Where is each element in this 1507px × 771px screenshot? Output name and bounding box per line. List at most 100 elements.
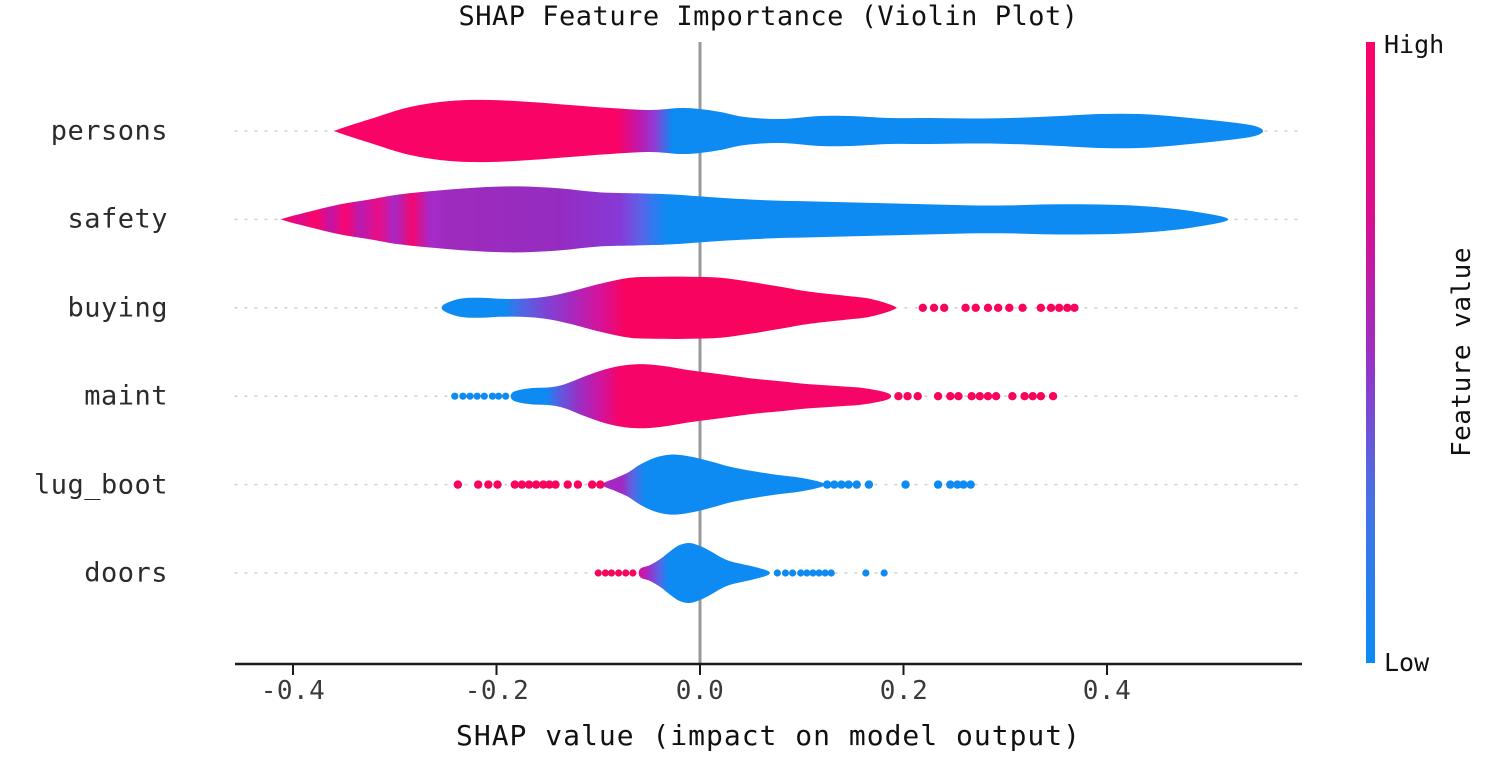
scatter-dot-doors [781, 569, 790, 577]
scatter-dot-doors [788, 569, 797, 577]
scatter-dot-buying [929, 303, 939, 312]
scatter-dot-maint [1020, 392, 1029, 401]
scatter-dot-buying [1005, 303, 1014, 312]
scatter-dot-maint [975, 392, 985, 401]
scatter-dot-buying [1070, 303, 1079, 312]
scatter-dot-lug_boot [551, 480, 560, 489]
scatter-dot-buying [983, 303, 993, 312]
scatter-dot-lug_boot [531, 480, 541, 489]
violin-persons [332, 99, 1264, 163]
scatter-dot-lug_boot [901, 480, 910, 489]
scatter-dot-doors [594, 569, 602, 577]
scatter-dot-lug_boot [545, 480, 554, 489]
violin-buying [441, 276, 897, 339]
scatter-dot-maint [903, 392, 912, 401]
scatter-dot-buying [1018, 303, 1027, 312]
xtick-04: 0.4 [1082, 676, 1132, 706]
scatter-dot-lug_boot [844, 480, 853, 489]
xtick-02: 0.2 [879, 676, 929, 706]
scatter-dot-doors [797, 569, 805, 577]
xtick-neg02: -0.2 [464, 676, 530, 706]
scatter-dot-maint [1028, 392, 1037, 401]
scatter-dot-lug_boot [587, 480, 597, 489]
scatter-dot-maint [991, 392, 1001, 401]
scatter-dot-maint [954, 392, 963, 401]
scatter-dot-doors [615, 569, 623, 577]
colorbar-gradient [1366, 42, 1375, 663]
scatter-dot-doors [815, 569, 823, 577]
colorbar-title: Feature value [1447, 247, 1477, 457]
scatter-dot-lug_boot [517, 480, 527, 489]
scatter-dot-lug_boot [524, 480, 534, 489]
scatter-dot-maint [466, 392, 474, 400]
scatter-dot-lug_boot [563, 480, 572, 489]
feature-label-maint: maint [84, 380, 168, 412]
scatter-dot-buying [1036, 303, 1046, 312]
scatter-dot-lug_boot [484, 480, 493, 489]
scatter-dot-maint [473, 392, 481, 400]
scatter-dot-buying [993, 303, 1003, 312]
scatter-dot-lug_boot [573, 480, 583, 489]
scatter-dot-lug_boot [966, 480, 975, 489]
scatter-dot-lug_boot [946, 480, 955, 489]
feature-label-doors: doors [84, 557, 168, 589]
scatter-dot-maint [451, 392, 459, 400]
scatter-dot-maint [894, 392, 903, 401]
scatter-dot-doors [880, 569, 888, 577]
scatter-dot-maint [480, 392, 488, 400]
feature-label-buying: buying [67, 292, 168, 324]
scatter-dot-lug_boot [953, 480, 962, 489]
x-axis-label: SHAP value (impact on model output) [455, 719, 1081, 752]
violin-lug_boot [603, 454, 825, 515]
scatter-dot-doors [607, 569, 616, 577]
scatter-dot-maint [967, 392, 976, 401]
scatter-dot-lug_boot [830, 480, 839, 489]
scatter-dot-lug_boot [933, 480, 943, 489]
scatter-dot-lug_boot [596, 480, 605, 489]
scatter-dot-doors [827, 569, 835, 577]
chart-title: SHAP Feature Importance (Violin Plot) [458, 1, 1079, 32]
violin-maint [510, 364, 892, 429]
feature-label-safety: safety [67, 203, 168, 235]
scatter-dot-maint [1036, 392, 1046, 401]
scatter-dot-lug_boot [453, 480, 463, 489]
scatter-dot-lug_boot [539, 480, 548, 489]
colorbar-low-label: Low [1384, 648, 1430, 677]
xtick-neg04: -0.4 [260, 676, 326, 706]
xtick-00: 0.0 [675, 676, 725, 706]
scatter-dot-buying [918, 303, 928, 312]
colorbar-high-label: High [1384, 30, 1445, 59]
scatter-dot-buying [961, 303, 970, 312]
scatter-dot-buying [1046, 303, 1056, 312]
scatter-dot-doors [622, 569, 630, 577]
scatter-dot-buying [1054, 303, 1064, 312]
scatter-dot-doors [803, 569, 811, 577]
scatter-dot-maint [913, 392, 922, 401]
scatter-dot-lug_boot [493, 480, 502, 489]
scatter-dot-maint [494, 392, 503, 400]
scatter-dot-doors [809, 569, 817, 577]
scatter-dot-lug_boot [959, 480, 968, 489]
scatter-dot-buying [940, 303, 949, 312]
scatter-dot-lug_boot [822, 480, 832, 489]
scatter-dot-lug_boot [837, 480, 846, 489]
violin-safety [280, 186, 1229, 253]
scatter-dot-doors [601, 569, 609, 577]
scatter-dot-doors [629, 569, 637, 577]
scatter-dot-maint [488, 392, 497, 400]
scatter-dot-maint [502, 392, 510, 400]
scatter-dot-maint [933, 392, 943, 401]
scatter-dot-maint [946, 392, 955, 401]
scatter-dot-maint [459, 392, 467, 400]
scatter-dot-lug_boot [473, 480, 483, 489]
scatter-dot-lug_boot [852, 480, 861, 489]
scatter-dot-maint [1008, 392, 1017, 401]
scatter-dot-maint [983, 392, 993, 401]
scatter-dot-maint [1048, 392, 1058, 401]
feature-label-persons: persons [50, 115, 168, 147]
scatter-dot-doors [862, 569, 870, 577]
scatter-dot-buying [1063, 303, 1072, 312]
scatter-dot-buying [971, 303, 980, 312]
